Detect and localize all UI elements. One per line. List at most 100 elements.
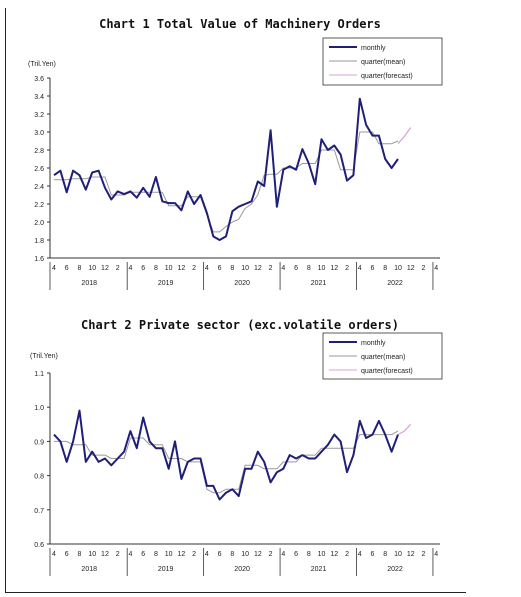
chart2-x-tick-label: 12	[254, 551, 262, 558]
chart1-x-tick-label: 6	[294, 265, 298, 272]
chart2-x-tick-label: 8	[230, 551, 234, 558]
chart1-y-tick-label: 1.6	[34, 256, 44, 263]
chart1-year-label: 2018	[81, 280, 97, 287]
chart2-x-tick-label: 4	[281, 551, 285, 558]
chart1-x-tick-label: 2	[269, 265, 273, 272]
chart2-year-label: 2022	[387, 566, 403, 573]
chart1-x-tick-label: 6	[65, 265, 69, 272]
frame-bottom-border	[5, 592, 466, 593]
chart1-x-tick-label: 4	[281, 265, 285, 272]
chart2-x-tick-label: 8	[307, 551, 311, 558]
chart1-x-tick-label: 4	[52, 265, 56, 272]
chart2-x-tick-label: 12	[330, 551, 338, 558]
chart1-legend-label: quarter(mean)	[361, 59, 405, 66]
chart1-x-tick-label: 4	[358, 265, 362, 272]
chart1-x-tick-label: 2	[345, 265, 349, 272]
chart2-x-tick-label: 8	[78, 551, 82, 558]
chart1-x-tick-label: 12	[178, 265, 186, 272]
chart2-title: Chart 2 Private sector (exc.volatile ord…	[81, 318, 399, 332]
chart2-x-tick-label: 10	[88, 551, 96, 558]
chart1-x-tick-label: 8	[154, 265, 158, 272]
chart2-x-tick-label: 2	[422, 551, 426, 558]
chart1-year-label: 2022	[387, 280, 403, 287]
chart1-x-tick-label: 10	[394, 265, 402, 272]
chart2-monthly-line	[53, 409, 399, 501]
chart2-quarter-mean-line	[54, 430, 399, 494]
chart2-year-label: 2019	[158, 566, 174, 573]
chart1-x-tick-label: 6	[371, 265, 375, 272]
chart1-y-tick-label: 3.6	[34, 76, 44, 83]
chart2-quarter-forecast-line	[397, 423, 412, 436]
chart2-x-tick-label: 2	[116, 551, 120, 558]
chart1-legend-label: quarter(forecast)	[361, 73, 413, 80]
chart1-y-tick-label: 2.6	[34, 166, 44, 173]
chart1-x-tick-label: 4	[128, 265, 132, 272]
chart1-x-tick-label: 10	[318, 265, 326, 272]
chart2-x-tick-label: 2	[269, 551, 273, 558]
chart2-x-tick-label: 10	[318, 551, 326, 558]
chart2-year-label: 2018	[81, 566, 97, 573]
chart2-x-tick-label: 2	[345, 551, 349, 558]
chart2-y-tick-label: 1.0	[34, 405, 44, 412]
chart2-legend-label: quarter(mean)	[361, 354, 405, 361]
frame-left-border	[5, 8, 6, 593]
chart2-x-tick-label: 6	[294, 551, 298, 558]
chart1-quarter-forecast-line	[397, 127, 412, 145]
chart2-y-tick-label: 0.8	[34, 474, 44, 481]
chart1-y-tick-label: 2.2	[34, 202, 44, 209]
chart1-x-tick-label: 12	[407, 265, 415, 272]
chart1-ylabel: (Tril.Yen)	[28, 61, 56, 68]
chart2-x-tick-label: 6	[218, 551, 222, 558]
chart1-x-tick-label: 2	[422, 265, 426, 272]
chart2-x-tick-label: 6	[65, 551, 69, 558]
chart1-x-tick-label: 2	[116, 265, 120, 272]
chart2-y-tick-label: 0.7	[34, 508, 44, 515]
chart2-y-tick-label: 1.1	[34, 371, 44, 378]
chart2-x-tick-label: 8	[383, 551, 387, 558]
chart1-x-tick-label: 4	[434, 265, 438, 272]
chart1-year-label: 2021	[311, 280, 327, 287]
chart1-y-tick-label: 3.0	[34, 130, 44, 137]
chart1-x-tick-label: 10	[241, 265, 249, 272]
chart1-y-tick-label: 2.8	[34, 148, 44, 155]
chart2-x-tick-label: 4	[434, 551, 438, 558]
chart2-x-tick-label: 10	[165, 551, 173, 558]
chart1-x-tick-label: 8	[78, 265, 82, 272]
chart2-x-tick-label: 4	[358, 551, 362, 558]
chart2-y-tick-label: 0.6	[34, 542, 44, 549]
chart1-monthly-line	[53, 97, 399, 241]
chart2-x-tick-label: 12	[101, 551, 109, 558]
chart1-x-tick-label: 2	[192, 265, 196, 272]
chart2-x-tick-label: 12	[178, 551, 186, 558]
chart1-y-tick-label: 2.0	[34, 220, 44, 227]
chart1-x-tick-label: 8	[383, 265, 387, 272]
chart2-ylabel: (Tril.Yen)	[30, 353, 58, 360]
chart1-x-tick-label: 12	[254, 265, 262, 272]
chart2-x-tick-label: 10	[241, 551, 249, 558]
chart2-x-tick-label: 4	[205, 551, 209, 558]
chart1-x-tick-label: 8	[307, 265, 311, 272]
chart1-x-tick-label: 6	[141, 265, 145, 272]
chart2-x-tick-label: 4	[52, 551, 56, 558]
chart1-legend-label: monthly	[361, 45, 386, 52]
chart1-y-tick-label: 2.4	[34, 184, 44, 191]
chart1-x-tick-label: 10	[165, 265, 173, 272]
chart1-year-label: 2019	[158, 280, 174, 287]
chart2-year-label: 2021	[311, 566, 327, 573]
chart1-x-tick-label: 12	[101, 265, 109, 272]
chart1-y-tick-label: 1.8	[34, 238, 44, 245]
chart1-x-tick-label: 12	[330, 265, 338, 272]
chart1-x-tick-label: 4	[205, 265, 209, 272]
chart1-quarter-mean-line	[54, 131, 399, 233]
chart2-x-tick-label: 2	[192, 551, 196, 558]
chart2-x-tick-label: 10	[394, 551, 402, 558]
chart2-year-label: 2020	[234, 566, 250, 573]
chart1-x-tick-label: 8	[230, 265, 234, 272]
chart2-legend-label: monthly	[361, 340, 386, 347]
chart1-y-tick-label: 3.4	[34, 94, 44, 101]
chart2-x-tick-label: 6	[141, 551, 145, 558]
chart2-y-tick-label: 0.9	[34, 439, 44, 446]
chart1-x-tick-label: 6	[218, 265, 222, 272]
chart2-x-tick-label: 12	[407, 551, 415, 558]
